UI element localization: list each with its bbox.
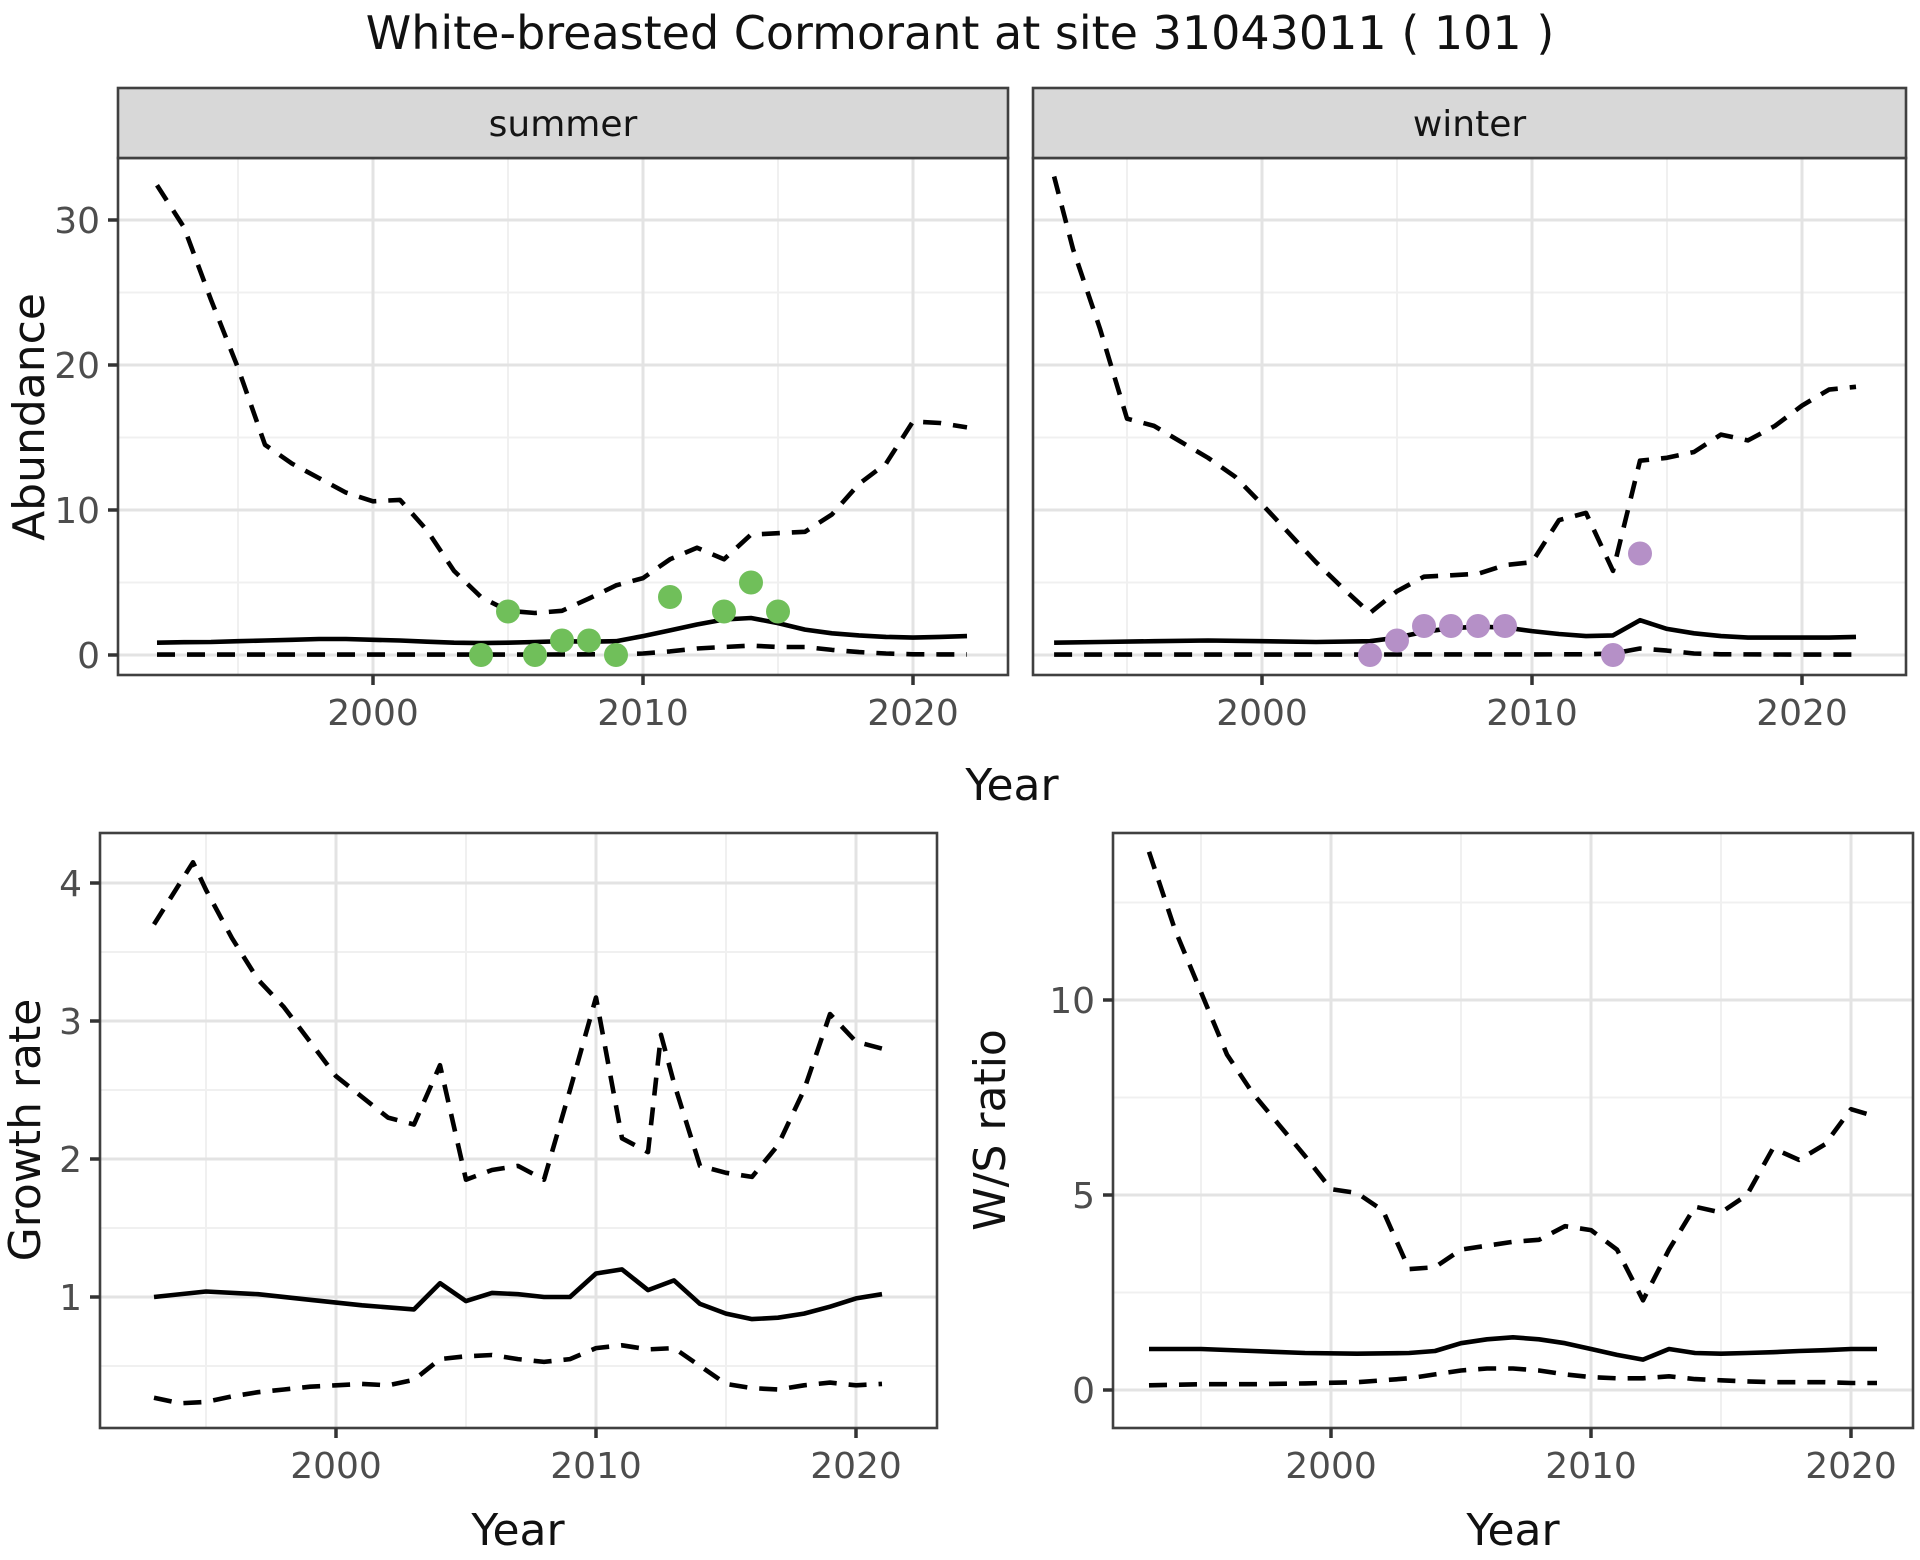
y-tick-label: 1 [59, 1278, 82, 1319]
grid [1113, 833, 1913, 1428]
x-tick-label: 2010 [1486, 693, 1578, 734]
x-axis-title-year-ws: Year [1465, 1505, 1560, 1556]
y-tick-label: 0 [77, 636, 100, 677]
y-tick-label: 2 [59, 1140, 82, 1181]
x-tick-label: 2000 [1285, 1446, 1377, 1487]
lower-95ci-line [1054, 646, 1856, 657]
y-tick-label: 3 [59, 1002, 82, 1043]
observation-point [1385, 628, 1409, 653]
observation-point [766, 599, 790, 624]
upper-95ci-line [152, 859, 883, 1182]
observation-point [1439, 614, 1463, 638]
upper-95ci-line [155, 183, 968, 616]
observation-point [604, 643, 628, 667]
y-tick-label: 10 [1049, 981, 1095, 1022]
x-tick-label: 2010 [550, 1446, 642, 1487]
x-tick-label: 2010 [597, 693, 689, 734]
facet-strip [116, 86, 1010, 160]
x-tick-label: 2000 [290, 1446, 382, 1487]
x-tick-label: 2020 [810, 1446, 902, 1487]
y-tick-label: 0 [1072, 1371, 1095, 1412]
observation-point [469, 643, 493, 667]
facet-strip-label: winter [1413, 104, 1527, 145]
x-axis-title-year-top: Year [964, 760, 1059, 811]
upper-95ci-line [1051, 175, 1857, 616]
x-tick-label: 2010 [1545, 1446, 1637, 1487]
panel-ws: 2000 2010 2020 0 5 10 [1049, 831, 1915, 1487]
y-axis-title-abundance: Abundance [4, 293, 55, 541]
grid [1033, 158, 1906, 675]
observation-point [523, 643, 547, 667]
observation-point [1493, 614, 1517, 638]
lower-95ci-line [157, 643, 967, 657]
panel-abundance-winter: winter 2000 2010 2020 [1031, 86, 1908, 734]
panel-background [100, 833, 937, 1428]
observation-point [1601, 643, 1625, 667]
observation-point [1628, 541, 1652, 566]
panel-border [1111, 831, 1915, 1430]
grid [100, 833, 937, 1428]
upper-95ci-line [1146, 851, 1878, 1303]
panel-abundance-summer: summer 2000 2010 2020 0 10 20 30 [54, 86, 1010, 734]
y-axis-title-ws-ratio: W/S ratio [965, 1029, 1016, 1231]
y-tick-label: 30 [54, 201, 100, 242]
y-tick-label: 20 [54, 346, 100, 387]
x-tick-label: 2000 [327, 693, 419, 734]
panel-background [118, 158, 1008, 675]
observation-point [496, 599, 520, 624]
facet-strip-label: summer [489, 104, 638, 145]
observation-point [577, 628, 601, 653]
observation-point [739, 570, 763, 595]
y-tick-label: 5 [1072, 1176, 1095, 1217]
observation-point [1466, 614, 1490, 638]
observation-point [1412, 614, 1436, 638]
panel-background [1113, 833, 1913, 1428]
observations-points [469, 570, 790, 667]
panel-background [1033, 158, 1906, 675]
panel-border [98, 831, 939, 1430]
x-axis-title-year-growth: Year [470, 1505, 565, 1556]
observation-point [1358, 643, 1382, 667]
observation-point [550, 628, 574, 653]
grid [118, 158, 1008, 675]
observation-point [712, 599, 736, 624]
y-tick-label: 4 [59, 864, 82, 905]
plot-title: White-breasted Cormorant at site 3104301… [365, 6, 1555, 60]
observations-points [1358, 541, 1652, 667]
facet-strip [1031, 86, 1908, 160]
x-tick-label: 2020 [1805, 1446, 1897, 1487]
y-tick-label: 10 [54, 491, 100, 532]
x-tick-label: 2020 [867, 693, 959, 734]
x-tick-label: 2020 [1756, 693, 1848, 734]
y-axis-title-growth-rate: Growth rate [0, 999, 51, 1262]
median-line [1149, 1335, 1877, 1362]
observation-point [658, 585, 682, 609]
lower-95ci-line [153, 1343, 883, 1406]
x-tick-label: 2000 [1216, 693, 1308, 734]
median-line [153, 1267, 883, 1322]
median-line [1054, 617, 1857, 645]
panel-growth: 2000 2010 2020 1 2 3 4 [59, 831, 939, 1487]
